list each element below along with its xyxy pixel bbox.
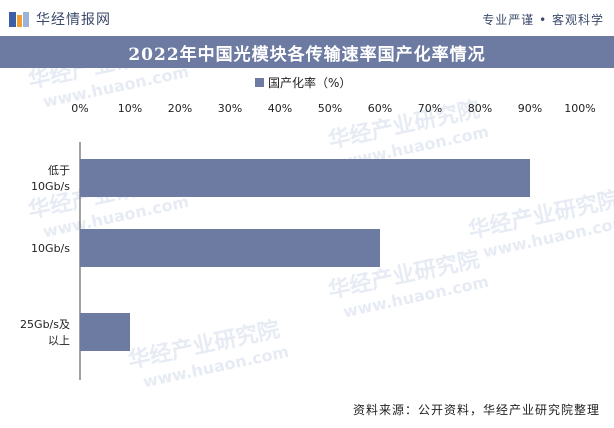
x-tick-label: 10% xyxy=(118,102,142,115)
x-tick-label: 0% xyxy=(71,102,88,115)
category-label: 低于 xyxy=(48,164,70,177)
title-bar: 2022年中国光模块各传输速率国产化率情况 xyxy=(0,36,614,68)
brand-logo-icon xyxy=(9,12,29,27)
brand: 华经情报网 xyxy=(8,9,111,29)
x-tick-label: 80% xyxy=(468,102,492,115)
brand-name: 华经情报网 xyxy=(36,12,111,28)
chart-title: 2022年中国光模块各传输速率国产化率情况 xyxy=(128,44,486,65)
x-tick-label: 60% xyxy=(368,102,392,115)
source-note: 资料来源：公开资料，华经产业研究院整理 xyxy=(352,403,600,417)
x-tick-label: 70% xyxy=(418,102,442,115)
bar xyxy=(80,313,130,351)
legend-label: 国产化率（%） xyxy=(268,75,351,90)
legend: 国产化率（%） xyxy=(255,75,351,90)
category-label: 以上 xyxy=(48,334,70,347)
x-tick-label: 100% xyxy=(564,102,595,115)
x-tick-label: 50% xyxy=(318,102,342,115)
x-tick-label: 30% xyxy=(218,102,242,115)
bar xyxy=(80,159,530,197)
legend-swatch xyxy=(255,78,264,87)
bar xyxy=(80,229,380,267)
category-label: 10Gb/s xyxy=(31,180,70,193)
bars xyxy=(80,159,530,351)
x-tick-labels: 0% 10% 20% 30% 40% 50% 60% 70% 80% 90% 100% xyxy=(71,102,595,115)
header-bar: 华经情报网 专业严谨 • 客观科学 xyxy=(0,0,614,36)
x-tick-label: 20% xyxy=(168,102,192,115)
category-label: 25Gb/s及 xyxy=(20,318,70,331)
x-tick-label: 40% xyxy=(268,102,292,115)
x-tick-label: 90% xyxy=(518,102,542,115)
category-label: 10Gb/s xyxy=(31,242,70,255)
slogan: 专业严谨 • 客观科学 xyxy=(482,13,604,27)
